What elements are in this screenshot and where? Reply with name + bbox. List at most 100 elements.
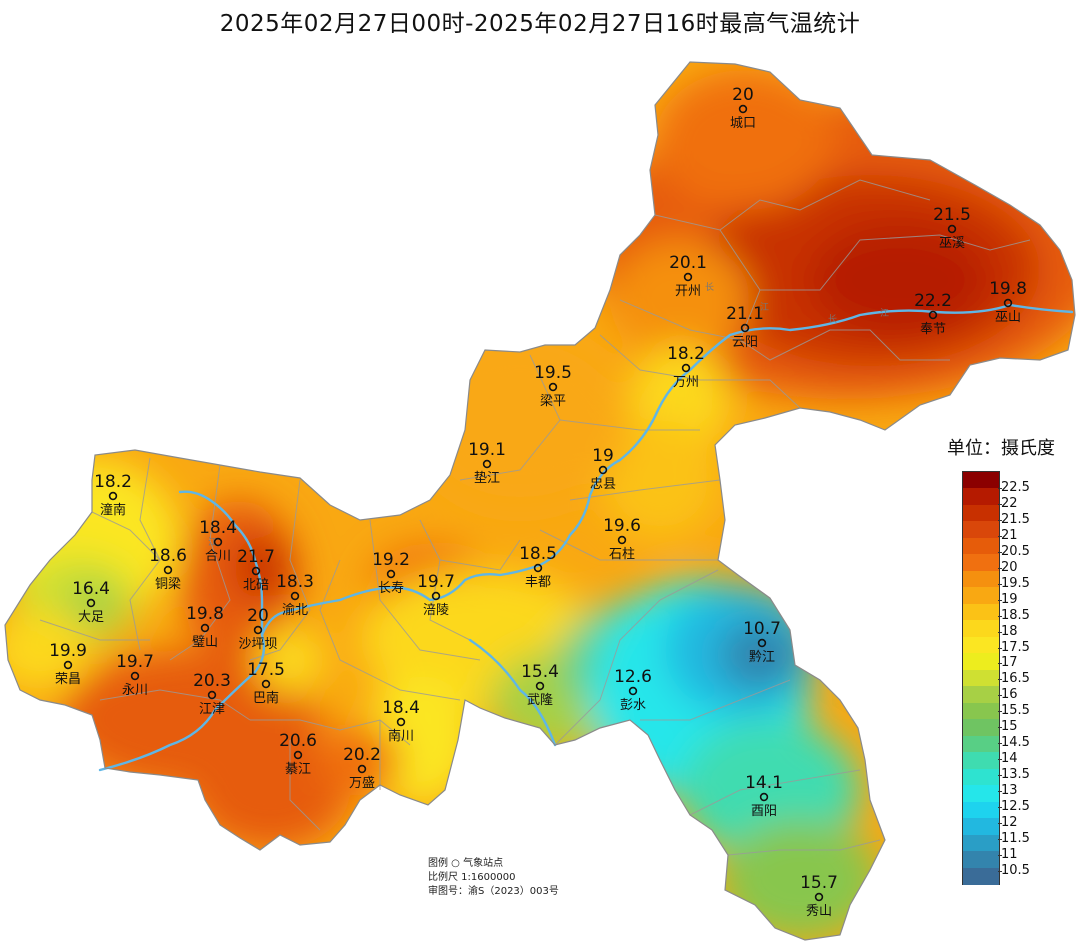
legend-tick-mark — [998, 695, 1002, 697]
station-5: 21.1 云阳 — [726, 304, 764, 350]
legend-swatch — [963, 488, 999, 506]
station-name: 渝北 — [282, 602, 308, 618]
station-value: 20.6 — [279, 731, 317, 751]
legend-tick-mark — [998, 775, 1002, 777]
station-23: 19.7 永川 — [116, 652, 154, 698]
station-19: 18.5 丰都 — [519, 544, 557, 590]
legend-tick-mark — [998, 822, 1002, 824]
station-name: 合川 — [205, 549, 231, 564]
station-circle-icon — [396, 717, 406, 727]
legend-swatch — [963, 472, 999, 490]
map-footer: 图例 ○ 气象站点 比例尺 1:1600000 审图号：渝S（2023）003号 — [428, 857, 559, 899]
legend-tick-label: 14.5 — [1001, 735, 1030, 751]
legend-tick-mark — [998, 679, 1002, 681]
station-circle-icon — [928, 310, 938, 320]
river-label: 江 — [208, 537, 217, 548]
river-label: 长 — [828, 313, 837, 325]
station-name: 潼南 — [100, 502, 126, 518]
station-2: 20.1 开州 — [669, 253, 707, 299]
station-circle-icon — [628, 686, 638, 696]
station-value: 16.4 — [72, 579, 110, 599]
station-circle-icon — [683, 272, 693, 282]
station-29: 18.4 南川 — [382, 698, 420, 744]
legend-tick-mark — [998, 567, 1002, 569]
legend-tick-label: 12.5 — [1001, 799, 1030, 814]
river-label: 长 — [705, 281, 714, 293]
legend-swatch — [963, 603, 999, 621]
legend-swatch — [963, 653, 999, 671]
legend-tick-label: 21.5 — [1001, 511, 1030, 527]
station-value: 20 — [247, 606, 269, 626]
station-6: 18.2 万州 — [667, 344, 705, 390]
station-value: 22.2 — [914, 291, 952, 311]
legend-swatch — [963, 521, 999, 539]
station-name: 巫山 — [995, 310, 1021, 325]
legend-tick-mark — [998, 599, 1002, 601]
station-11: 18.2 潼南 — [94, 472, 132, 518]
station-value: 20.3 — [193, 671, 231, 691]
station-33: 15.7 秀山 — [800, 873, 838, 919]
station-circle-icon — [290, 591, 300, 601]
station-circle-icon — [535, 681, 545, 691]
legend-tick-label: 15.5 — [1001, 703, 1030, 719]
station-name: 巫溪 — [939, 236, 965, 251]
station-name: 酉阳 — [751, 804, 777, 819]
station-31: 20.2 万盛 — [343, 745, 381, 791]
legend-swatch — [963, 752, 999, 770]
station-circle-icon — [130, 671, 140, 681]
station-26: 15.4 武隆 — [521, 662, 559, 708]
station-name: 垫江 — [474, 470, 500, 486]
legend-swatch — [963, 867, 999, 885]
station-name: 丰都 — [525, 575, 551, 590]
station-value: 15.7 — [800, 873, 838, 893]
station-name: 沙坪坝 — [238, 637, 277, 652]
station-21: 20 沙坪坝 — [238, 606, 277, 652]
legend-tick-label: 15 — [1001, 719, 1018, 735]
station-circle-icon — [357, 764, 367, 774]
station-name: 南川 — [388, 728, 414, 744]
legend-tick-label: 20.5 — [1001, 543, 1030, 559]
station-name: 綦江 — [285, 762, 311, 777]
legend-tick-mark — [998, 488, 1002, 489]
river-label: 江 — [880, 308, 889, 319]
station-circle-icon — [207, 690, 217, 700]
station-15: 16.4 大足 — [72, 579, 110, 625]
legend-swatch — [963, 537, 999, 555]
station-value: 17.5 — [247, 660, 285, 680]
station-name: 万盛 — [349, 776, 375, 791]
station-name: 武隆 — [527, 693, 553, 708]
station-circle-icon — [108, 491, 118, 501]
legend-tick-mark — [998, 870, 1002, 872]
legend-swatch — [963, 801, 999, 819]
station-circle-icon — [548, 382, 558, 392]
legend-tick-label: 22 — [1001, 495, 1018, 511]
legend-tick-label: 19 — [1001, 591, 1018, 607]
station-circle-icon — [617, 535, 627, 545]
station-name: 永川 — [122, 683, 148, 698]
station-name: 云阳 — [732, 335, 758, 350]
station-value: 19.1 — [468, 440, 506, 460]
station-value: 18.3 — [276, 572, 314, 592]
legend-tick-label: 13.5 — [1001, 767, 1030, 783]
map-title: 2025年02月27日00时-2025年02月27日16时最高气温统计 — [219, 11, 861, 37]
legend-tick-label: 22.5 — [1001, 480, 1030, 495]
station-circle-icon — [757, 638, 767, 648]
station-1: 21.5 巫溪 — [933, 205, 971, 251]
station-name: 大足 — [78, 610, 104, 625]
legend-tick-label: 10.5 — [1001, 862, 1030, 878]
station-circle-icon — [251, 566, 261, 576]
station-circle-icon — [482, 459, 492, 469]
station-value: 19.9 — [49, 641, 87, 661]
legend-tick-label: 13 — [1001, 783, 1018, 799]
footer-scale-line: 比例尺 1:1600000 — [428, 872, 516, 883]
station-4: 19.8 巫山 — [989, 279, 1027, 325]
station-circle-icon — [598, 465, 608, 475]
legend-tick-mark — [998, 631, 1002, 633]
legend-tick-label: 18.5 — [1001, 607, 1030, 623]
station-name: 铜梁 — [155, 577, 181, 592]
legend-tick-mark — [998, 727, 1002, 729]
legend-swatch — [963, 587, 999, 605]
station-12: 18.4 合川 — [199, 518, 237, 564]
station-value: 19.7 — [417, 572, 455, 592]
